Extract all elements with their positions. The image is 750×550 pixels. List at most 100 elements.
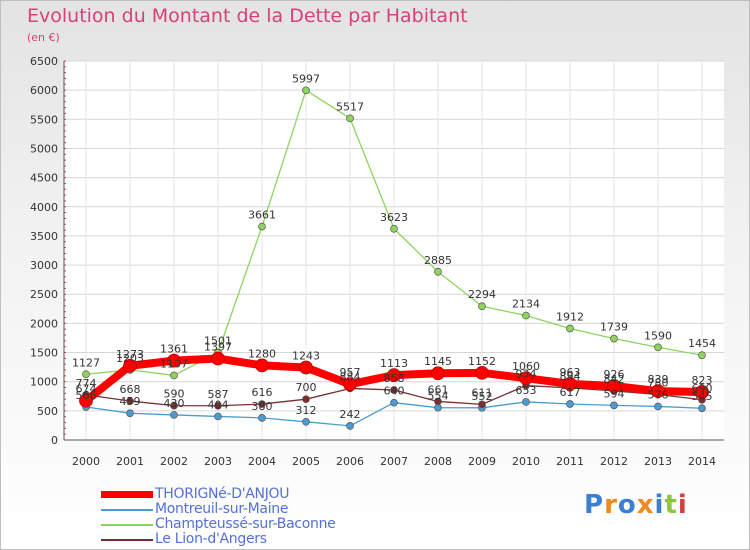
data-label: 674 [76, 383, 97, 396]
data-point [610, 401, 618, 410]
data-label: 1273 [116, 348, 144, 361]
data-point [475, 365, 489, 380]
chart-title: Evolution du Montant de la Dette par Hab… [27, 5, 468, 27]
data-point [299, 360, 313, 375]
data-point [654, 402, 662, 411]
data-label: 552 [472, 390, 493, 403]
data-label: 1060 [512, 360, 540, 373]
data-label: 668 [120, 383, 141, 396]
legend-label: Montreuil-sur-Maine [155, 501, 289, 517]
data-label: 242 [340, 408, 361, 421]
data-label: 590 [164, 388, 185, 401]
x-tick-label: 2002 [160, 455, 188, 468]
x-tick-label: 2014 [688, 455, 716, 468]
data-label: 430 [164, 397, 185, 410]
chart-subtitle: (en €) [27, 31, 60, 44]
y-tick-label: 0 [51, 434, 58, 447]
data-point [610, 334, 618, 343]
data-point [258, 222, 266, 231]
data-point [607, 379, 621, 393]
data-label: 3661 [248, 209, 276, 222]
data-point [170, 411, 178, 419]
data-label: 774 [76, 377, 97, 390]
x-tick-label: 2001 [116, 455, 144, 468]
data-label: 780 [648, 377, 669, 390]
data-label: 858 [384, 372, 405, 385]
x-tick-label: 2000 [72, 455, 100, 468]
data-point [698, 404, 706, 413]
data-label: 1152 [468, 355, 496, 368]
data-point [390, 398, 398, 407]
data-point [346, 422, 354, 430]
data-point [123, 358, 137, 373]
data-label: 587 [208, 388, 229, 401]
legend-label: Champteussé-sur-Baconne [155, 516, 336, 532]
data-point [258, 400, 266, 408]
y-tick-label: 4500 [30, 172, 58, 185]
data-label: 2885 [424, 254, 452, 267]
data-point [170, 401, 178, 410]
data-label: 957 [340, 366, 361, 379]
data-point [522, 398, 530, 406]
data-point [431, 366, 445, 381]
logo-letter: i [677, 490, 688, 520]
data-point [434, 397, 442, 406]
logo-letter: i [654, 490, 665, 520]
data-label: 404 [208, 398, 229, 411]
data-label: 700 [296, 381, 317, 394]
data-point [214, 401, 222, 410]
data-label: 1280 [248, 347, 276, 360]
data-point [522, 311, 530, 320]
data-point [390, 386, 398, 394]
data-label: 1501 [204, 334, 232, 347]
data-label: 884 [340, 370, 361, 383]
data-label: 1454 [688, 337, 716, 350]
data-point [566, 324, 574, 333]
data-point [478, 302, 486, 311]
data-label: 1203 [116, 352, 144, 365]
data-label: 1397 [204, 341, 232, 354]
data-point [302, 395, 310, 404]
data-point [651, 384, 665, 398]
data-point [167, 353, 181, 368]
data-label: 839 [648, 373, 669, 386]
y-tick-label: 2500 [30, 288, 58, 301]
data-label: 823 [692, 374, 713, 387]
y-tick-label: 6000 [30, 84, 58, 97]
data-point [126, 409, 134, 418]
data-label: 5997 [292, 72, 320, 85]
data-label: 1739 [600, 321, 628, 334]
proxiti-logo: Proxiti [584, 490, 688, 520]
data-label: 640 [384, 385, 405, 398]
y-tick-label: 5500 [30, 113, 58, 126]
y-tick-label: 3000 [30, 259, 58, 272]
data-point [302, 417, 310, 426]
data-label: 1107 [160, 357, 188, 370]
data-point [698, 351, 706, 360]
y-tick-label: 5000 [30, 142, 58, 155]
legend-swatch [101, 491, 153, 498]
data-label: 934 [516, 368, 537, 381]
data-label: 653 [516, 384, 537, 397]
x-tick-label: 2012 [600, 455, 628, 468]
x-tick-label: 2004 [248, 455, 276, 468]
x-tick-label: 2010 [512, 455, 540, 468]
data-label: 2294 [468, 288, 496, 301]
data-point [214, 412, 222, 421]
logo-letter: P [584, 490, 605, 520]
data-label: 926 [604, 368, 625, 381]
data-point [255, 358, 269, 373]
data-label: 690 [692, 382, 713, 395]
y-tick-label: 6500 [30, 55, 58, 68]
data-point [695, 385, 709, 399]
legend-swatch [101, 509, 153, 511]
data-label: 5517 [336, 100, 364, 113]
logo-letter: t [664, 490, 678, 520]
legend-swatch [101, 524, 153, 526]
y-tick-label: 1500 [30, 347, 58, 360]
data-label: 1590 [644, 329, 672, 342]
y-tick-label: 500 [37, 405, 58, 418]
data-point [519, 371, 533, 386]
y-tick-label: 2000 [30, 317, 58, 330]
